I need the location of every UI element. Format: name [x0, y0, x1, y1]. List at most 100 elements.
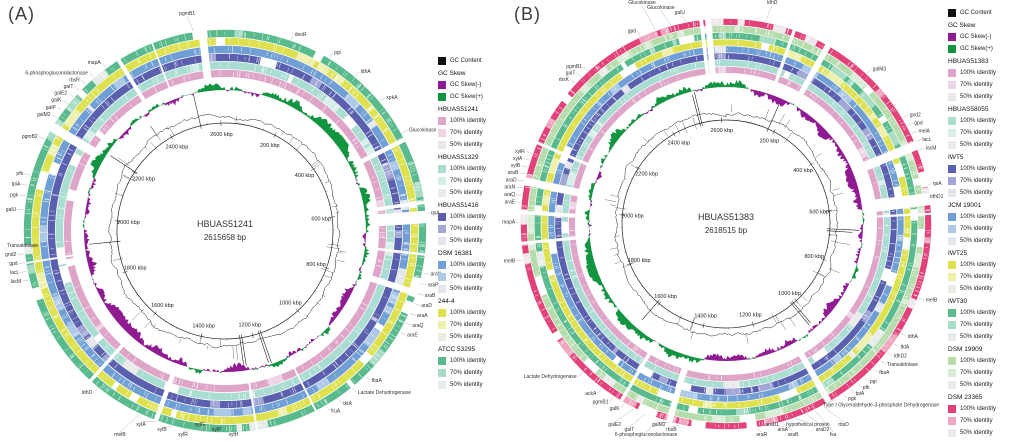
gene-label: galE2 [54, 91, 67, 97]
legend-item: GC Skew(+) [948, 43, 1024, 55]
ring-iwt25 [541, 39, 911, 409]
legend-label: 70% identity [960, 418, 993, 424]
gc-content-ring [108, 113, 347, 360]
gene-label: araQ [504, 192, 515, 198]
axis-tick-label: 200 kbp [260, 143, 280, 149]
legend-swatch [948, 45, 956, 53]
legend-item: 50% identity [948, 379, 1024, 391]
legend-label: 100% identity [960, 262, 997, 268]
axis-tick-label: 2200 kbp [132, 176, 155, 182]
legend-item: 50% identity [438, 379, 524, 391]
legend-label: 100% identity [450, 310, 487, 316]
gene-label: araR [756, 432, 767, 438]
gene-label: 6-phosphogluconolactonase [615, 432, 678, 438]
legend-label: 100% identity [960, 406, 997, 412]
legend-item: GC Skew(-) [438, 79, 524, 91]
legend-swatch [438, 165, 446, 173]
ring-dsm-19909 [527, 25, 925, 423]
legend-swatch [438, 333, 446, 341]
legend-label: 50% identity [450, 142, 483, 148]
gene-label: araN [431, 272, 442, 278]
axis-tick-label: 800 kbp [306, 262, 326, 268]
gene-label: araD [421, 303, 432, 309]
legend-label: 70% identity [960, 82, 993, 88]
legend-swatch [438, 321, 446, 329]
legend-item: 70% identity [948, 127, 1024, 139]
gene-label: Lactate Dehydrogenase [358, 390, 411, 396]
gene-label: araB [788, 432, 799, 438]
legend-swatch [438, 381, 446, 389]
legend-swatch [438, 237, 446, 245]
legend-b: GC Content GC Skew GC Skew(-) GC Skew(+) HBU… [948, 7, 1024, 439]
gene-label: ldhA [361, 69, 372, 75]
legend-swatch [948, 129, 956, 137]
gene-label: gpd [628, 29, 637, 35]
axis-tick-label: 400 kbp [295, 173, 315, 179]
legend-label: 70% identity [450, 274, 483, 280]
legend-group-header: ATCC 53295 [438, 346, 476, 353]
legend-item: 100% identity [438, 115, 524, 127]
legend-item: 70% identity [948, 367, 1024, 379]
gene-label: lacM [11, 279, 22, 285]
gene-label: araA [417, 313, 428, 319]
axis-tick-label: 2000 kbp [117, 220, 140, 226]
legend-swatch [948, 117, 956, 125]
legend-swatch [948, 69, 956, 77]
gene-label: rbsD [838, 422, 849, 428]
legend-swatch [948, 261, 956, 269]
legend-item: 70% identity [438, 175, 524, 187]
legend-label: 70% identity [450, 130, 483, 136]
axis-tick-label: 1400 kbp [192, 323, 215, 329]
legend-swatch [438, 309, 446, 317]
gene-label: Transaldolase [7, 243, 38, 249]
legend-item: 50% identity [438, 139, 524, 151]
gene-label: pgmB2 [22, 134, 38, 140]
legend-item: 100% identity [948, 115, 1024, 127]
gene-label: galM3 [873, 67, 887, 73]
legend-item: 100% identity [948, 211, 1024, 223]
gene-label: ldhD [82, 390, 93, 396]
gene-label: Glucokinase [409, 128, 437, 134]
gc-skew-ring [82, 83, 371, 374]
legend-item: 70% identity [948, 415, 1024, 427]
legend-a: GC Content GC Skew GC Skew(-) GC Skew(+) HBU… [438, 55, 524, 391]
ring-244-4 [31, 37, 419, 425]
gene-label: galE2 [608, 422, 621, 428]
legend-swatch [948, 141, 956, 149]
legend-swatch [438, 273, 446, 281]
axis-tick-label: 200 kbp [760, 138, 780, 144]
legend-swatch [438, 213, 446, 221]
gene-label: Glucokinase [628, 0, 656, 6]
legend-label: 50% identity [450, 382, 483, 388]
center-genome-size: 2615658 bp [204, 233, 247, 242]
legend-label: 50% identity [450, 190, 483, 196]
legend-swatch [438, 57, 446, 65]
ring-atcc-53295 [23, 29, 427, 433]
gene-label: rpiA [431, 210, 441, 216]
gene-label: gpd [9, 261, 18, 267]
gene-label: gnd2 [5, 252, 16, 258]
ring-hbuas51416 [47, 53, 403, 409]
gene-label: tktA [343, 401, 352, 407]
gene-label: galK [51, 98, 62, 104]
legend-label: 70% identity [960, 322, 993, 328]
legend-item: 50% identity [948, 187, 1024, 199]
legend-item: 70% identity [438, 319, 524, 331]
gene-label: deoR [295, 32, 307, 38]
gene-label: araB [508, 170, 519, 176]
legend-swatch [948, 189, 956, 197]
axis-tick-label: 2200 kbp [635, 171, 658, 177]
legend-item: 70% identity [948, 271, 1024, 283]
legend-label: 50% identity [450, 286, 483, 292]
legend-swatch [948, 93, 956, 101]
legend-swatch [948, 369, 956, 377]
identity-rings [23, 29, 427, 433]
ring-gaps [24, 28, 428, 432]
gene-label: galU [6, 207, 17, 213]
center-genome-size: 2618515 bp [705, 226, 748, 235]
gene-label: xylR [178, 432, 188, 438]
gene-label: araE [407, 333, 418, 339]
legend-group-header: IWT30 [948, 298, 968, 305]
legend-item: 50% identity [438, 187, 524, 199]
